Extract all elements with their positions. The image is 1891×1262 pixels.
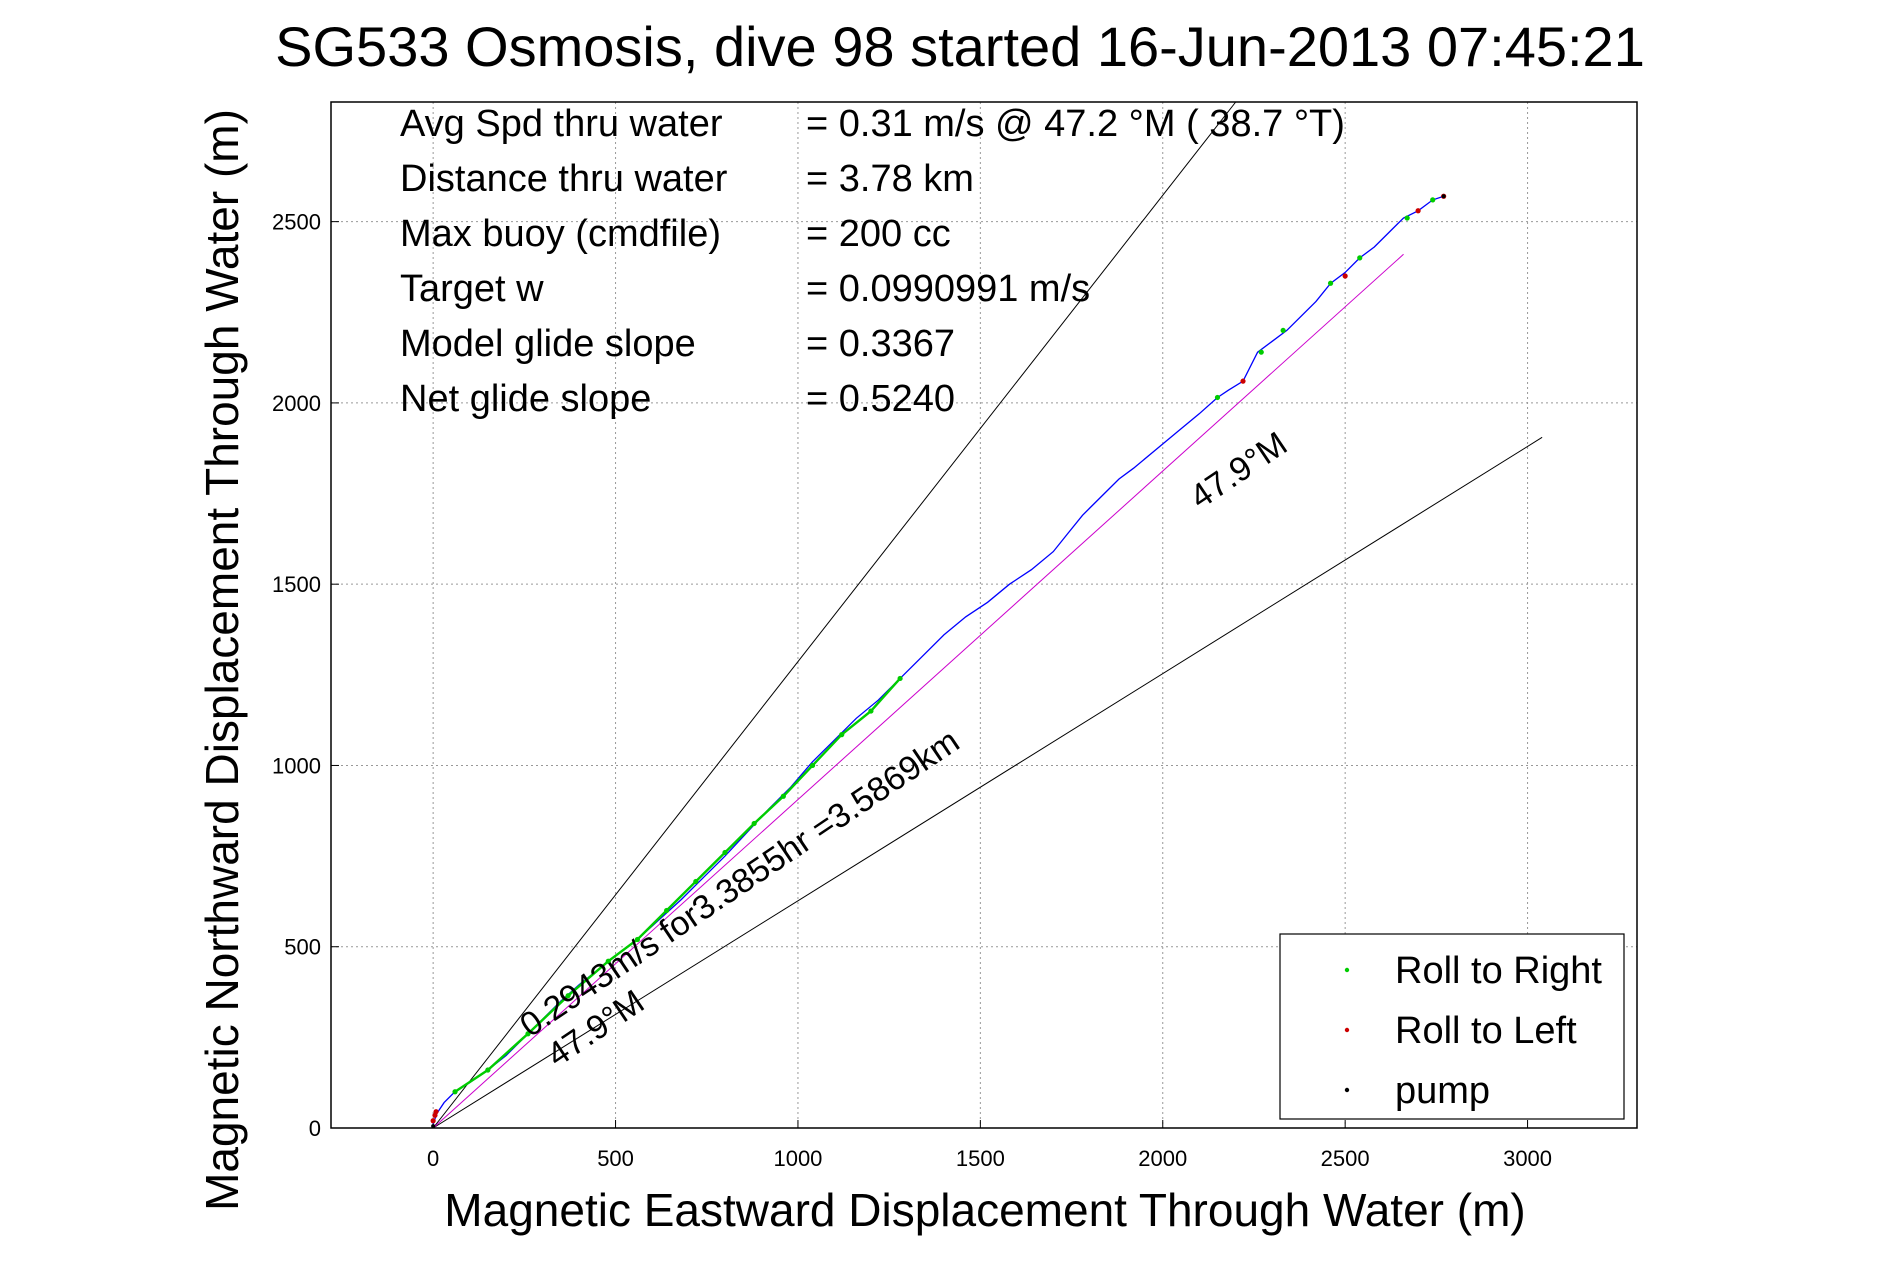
- marker-roll-left: [1342, 273, 1348, 279]
- x-tick-label: 2500: [1321, 1146, 1370, 1171]
- stat-label: Model glide slope: [400, 323, 696, 365]
- plot-frame: [330, 101, 1638, 1129]
- marker-roll-right: [1327, 280, 1334, 286]
- stat-label: Max buoy (cmdfile): [400, 213, 721, 255]
- legend: Roll to Right Roll to Left pump: [1279, 933, 1625, 1120]
- stat-value: = 0.3367: [806, 323, 955, 365]
- y-tick-label: 2000: [272, 391, 321, 416]
- marker-roll-left: [433, 1109, 439, 1115]
- legend-label-roll-right: Roll to Right: [1395, 950, 1602, 992]
- marker-roll-right: [1430, 197, 1436, 203]
- x-tick-label: 2000: [1138, 1146, 1187, 1171]
- reference-line-0: [432, 101, 1237, 1129]
- x-tick-label: 0: [427, 1146, 439, 1171]
- x-tick-label: 1500: [956, 1146, 1005, 1171]
- stat-value: = 0.5240: [806, 378, 955, 420]
- y-axis-label: Magnetic Northward Displacement Through …: [196, 109, 248, 1211]
- stat-label: Avg Spd thru water: [400, 103, 723, 145]
- legend-marker-roll-right: [1344, 967, 1350, 973]
- marker-roll-right: [1280, 327, 1286, 334]
- chart-title: SG533 Osmosis, dive 98 started 16-Jun-20…: [275, 15, 1645, 78]
- roll-right-track-segment: [454, 677, 901, 1093]
- stat-label: Net glide slope: [400, 378, 651, 420]
- stat-label: Target w: [400, 268, 544, 310]
- legend-label-pump: pump: [1395, 1070, 1490, 1112]
- marker-pump: [1441, 194, 1446, 199]
- reference-line-1: [432, 436, 1543, 1129]
- reference-line-2: [432, 253, 1404, 1129]
- marker-roll-right: [1258, 349, 1264, 355]
- stat-label: Distance thru water: [400, 158, 728, 200]
- x-tick-label: 1000: [773, 1146, 822, 1171]
- marker-roll-right: [1357, 255, 1363, 261]
- legend-box: [1279, 933, 1625, 1120]
- stat-value: = 200 cc: [806, 213, 951, 255]
- track-markers: [430, 193, 1447, 1129]
- x-tick-labels: 0 500 1000 1500 2000 2500 3000: [427, 1146, 1552, 1171]
- x-axis-label: Magnetic Eastward Displacement Through W…: [444, 1184, 1525, 1236]
- legend-label-roll-left: Roll to Left: [1395, 1010, 1577, 1052]
- stat-value: = 0.31 m/s @ 47.2 °M ( 38.7 °T): [806, 103, 1345, 145]
- y-tick-label: 1000: [272, 753, 321, 778]
- y-tick-label: 2500: [272, 210, 321, 235]
- x-tick-label: 3000: [1503, 1146, 1552, 1171]
- marker-roll-left: [1240, 378, 1246, 384]
- stat-value: = 3.78 km: [806, 158, 974, 200]
- marker-pump: [431, 1124, 436, 1129]
- dive-stats: Avg Spd thru water = 0.31 m/s @ 47.2 °M (…: [400, 103, 1345, 420]
- marker-roll-right: [1214, 394, 1221, 401]
- y-tick-label: 500: [284, 935, 321, 960]
- reference-lines: [432, 101, 1543, 1129]
- legend-marker-roll-left: [1344, 1027, 1350, 1033]
- x-tick-label: 500: [597, 1146, 634, 1171]
- legend-marker-pump: [1344, 1087, 1350, 1093]
- y-tick-labels: 0 500 1000 1500 2000 2500: [272, 210, 321, 1141]
- stat-value: = 0.0990991 m/s: [806, 268, 1090, 310]
- y-tick-label: 0: [309, 1116, 321, 1141]
- y-tick-label: 1500: [272, 572, 321, 597]
- marker-roll-left: [1415, 208, 1421, 214]
- marker-roll-left: [430, 1118, 436, 1124]
- marker-roll-right: [1404, 215, 1410, 221]
